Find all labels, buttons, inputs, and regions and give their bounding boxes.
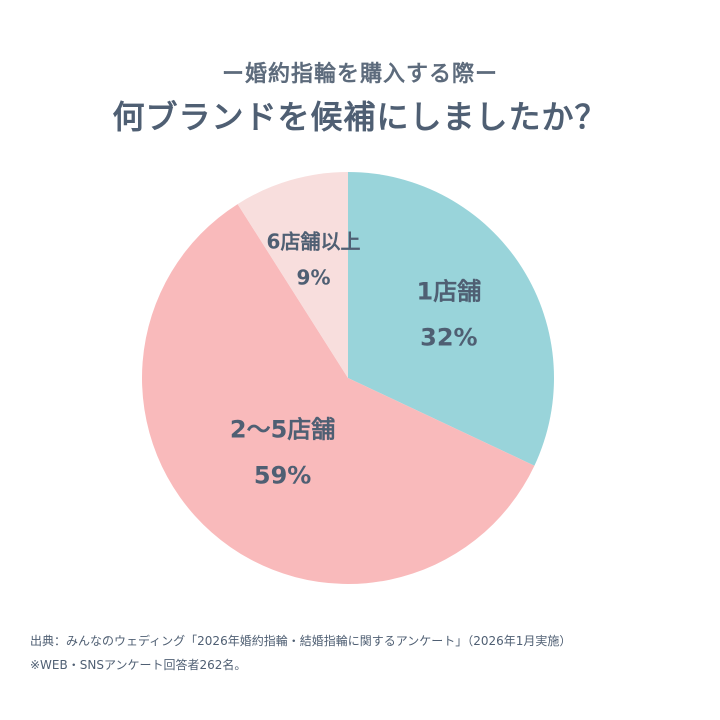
pie-slice bbox=[142, 204, 535, 584]
source-note: 出典：みんなのウェディング「2026年婚約指輪・結婚指輪に関するアンケート」（2… bbox=[30, 634, 572, 648]
chart-title: 何ブランドを候補にしましたか？ bbox=[112, 98, 608, 136]
slice-percent-label: 32% bbox=[420, 323, 477, 351]
slice-percent-label: 9% bbox=[297, 265, 331, 289]
pie-slice bbox=[348, 172, 554, 466]
chart-subtitle: ー婚約指輪を購入する際ー bbox=[221, 62, 498, 87]
respondents-note: ※WEB・SNSアンケート回答者262名。 bbox=[30, 658, 247, 672]
slice-category-label: 6店舗以上 bbox=[267, 229, 361, 253]
slice-category-label: 2〜5店舗 bbox=[230, 416, 335, 444]
slice-percent-label: 59% bbox=[254, 462, 311, 490]
pie-slices bbox=[142, 172, 554, 584]
pie-labels: 1店舗 32% 2〜5店舗 59% 6店舗以上 9% bbox=[230, 229, 481, 489]
pie-slice bbox=[237, 172, 348, 378]
slice-category-label: 1店舗 bbox=[417, 277, 482, 305]
